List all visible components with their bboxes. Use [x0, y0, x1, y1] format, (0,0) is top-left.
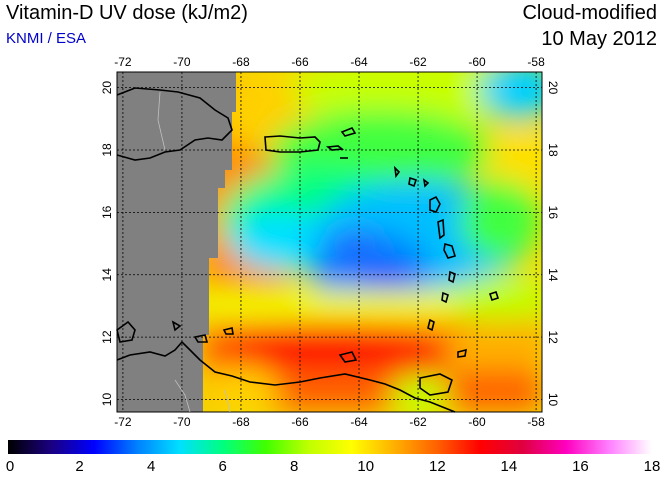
lat-tick-label: 14 — [546, 268, 560, 282]
lon-tick-label: -64 — [350, 55, 368, 69]
lon-tick-label: -60 — [468, 415, 486, 429]
lon-tick-label: -68 — [232, 55, 250, 69]
borders — [157, 91, 231, 413]
colorbar-tick-label: 4 — [146, 458, 156, 475]
lon-tick-label: -60 — [468, 55, 486, 69]
lat-tick-label: 20 — [100, 81, 114, 95]
lon-ticks-bottom: -72 -70 -68 -66 -64 -62 -60 -58 — [114, 415, 545, 429]
lat-tick-label: 12 — [100, 330, 114, 344]
lat-tick-label: 18 — [100, 143, 114, 157]
lat-ticks-right: 10 12 14 16 18 20 — [546, 81, 560, 407]
lon-tick-label: -62 — [409, 55, 427, 69]
lat-tick-label: 16 — [100, 205, 114, 219]
lon-tick-label: -58 — [527, 415, 545, 429]
lon-tick-label: -58 — [527, 55, 545, 69]
colorbar-tick-label: 12 — [428, 458, 446, 475]
lat-tick-label: 10 — [100, 393, 114, 407]
lon-tick-label: -72 — [114, 55, 132, 69]
colorbar-tick-label: 6 — [218, 458, 227, 475]
lon-tick-label: -70 — [173, 415, 191, 429]
colorbar-tick-label: 18 — [643, 458, 661, 475]
lat-tick-label: 10 — [546, 393, 560, 407]
lat-tick-label: 12 — [546, 330, 560, 344]
colorbar-tick-label: 16 — [572, 458, 589, 475]
map-title: Vitamin-D UV dose (kJ/m2) — [6, 2, 248, 24]
lat-tick-label: 14 — [100, 268, 114, 282]
lon-tick-label: -68 — [232, 415, 250, 429]
colorbar-tick-label: 0 — [5, 458, 15, 475]
date-label: 10 May 2012 — [541, 28, 657, 50]
colorbar-tick-label: 2 — [75, 458, 84, 475]
source-label: KNMI / ESA — [6, 30, 87, 47]
colorbar-tick-label: 14 — [500, 458, 518, 475]
lon-tick-label: -72 — [114, 415, 132, 429]
product-label: Cloud-modified — [522, 2, 657, 24]
lon-ticks-top: -72 -70 -68 -66 -64 -62 -60 -58 — [114, 55, 545, 69]
lon-tick-label: -66 — [291, 55, 309, 69]
lon-tick-label: -62 — [409, 415, 427, 429]
lat-tick-label: 16 — [546, 206, 560, 220]
colorbar — [8, 440, 652, 454]
colorbar-tick-label: 8 — [290, 458, 299, 475]
lon-tick-label: -64 — [350, 415, 368, 429]
lat-tick-label: 20 — [546, 81, 560, 95]
uv-field — [117, 72, 542, 412]
lon-tick-label: -66 — [291, 415, 309, 429]
coastlines — [116, 87, 500, 413]
colorbar-tick-label: 10 — [357, 458, 375, 475]
lon-tick-label: -70 — [173, 55, 191, 69]
lat-tick-label: 18 — [546, 143, 560, 157]
graticule — [117, 72, 542, 412]
lat-ticks-left: 10 12 14 16 18 20 — [100, 81, 114, 407]
